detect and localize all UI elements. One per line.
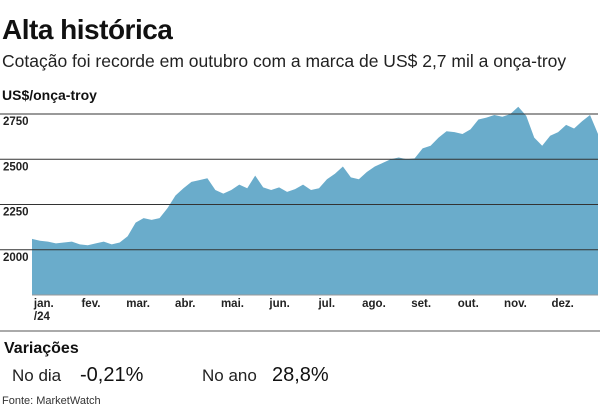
x-tick-label: out. [457,298,479,310]
variation-label: No dia [12,366,62,385]
x-tick-label: jul. [318,298,336,310]
x-tick-label: dez. [551,298,574,310]
variation-label: No ano [202,366,257,385]
y-tick-label: 2000 [3,252,29,264]
area [32,106,598,295]
x-tick-label: set. [411,298,432,310]
x-tick-label: jun. [269,298,290,310]
variation-value: -0,21% [80,364,144,386]
chart-subtitle: Cotação foi recorde em outubro com a mar… [2,51,567,71]
y-tick-label: 2250 [3,207,29,219]
y-tick-label: 2750 [3,116,29,128]
x-tick-label: fev. [81,298,101,310]
chart-title: Alta histórica [2,14,173,45]
x-tick-label: abr. [175,298,196,310]
x-tick-label: jan. /24 [33,298,54,323]
x-tick-label: ago. [362,298,386,310]
source: Fonte: MarketWatch [2,395,101,407]
x-tick-label: mar. [126,298,150,310]
variation-value: 28,8% [272,364,329,386]
y-axis-label: US$/onça-troy [2,87,97,103]
x-tick-label: mai. [220,298,244,310]
variations-title: Variações [4,340,79,357]
y-tick-label: 2500 [3,161,29,173]
x-tick-label: nov. [504,298,527,310]
